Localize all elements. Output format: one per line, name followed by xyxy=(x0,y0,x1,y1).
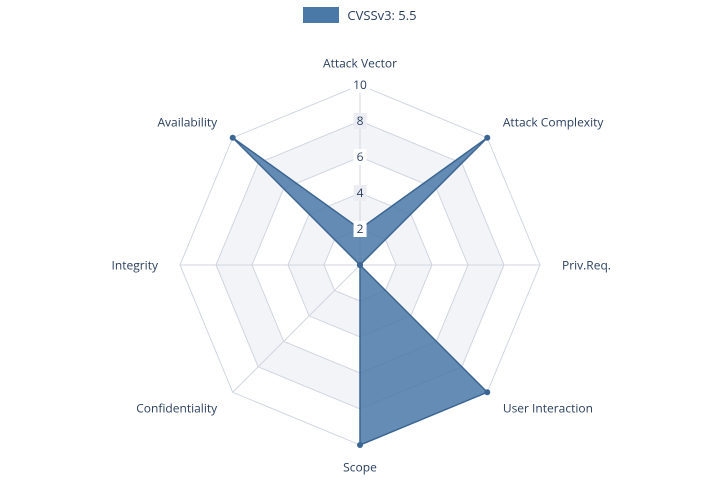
cvss-radar-chart: CVSSv3: 5.5 Attack VectorAttack Complexi… xyxy=(0,0,720,504)
tick-label: 8 xyxy=(354,113,367,129)
axis-label: Availability xyxy=(157,114,217,131)
axis-label: Attack Vector xyxy=(323,55,397,72)
axis-label: Integrity xyxy=(112,257,158,274)
tick-label: 4 xyxy=(354,185,367,201)
axis-label: User Interaction xyxy=(503,399,593,416)
axis-label: Priv.Req. xyxy=(562,257,611,274)
tick-label: 2 xyxy=(354,221,367,237)
axis-label: Confidentiality xyxy=(136,399,217,416)
axis-label: Scope xyxy=(343,459,377,476)
tick-label: 6 xyxy=(354,149,367,165)
axis-label: Attack Complexity xyxy=(503,114,604,131)
tick-label: 10 xyxy=(350,77,370,93)
